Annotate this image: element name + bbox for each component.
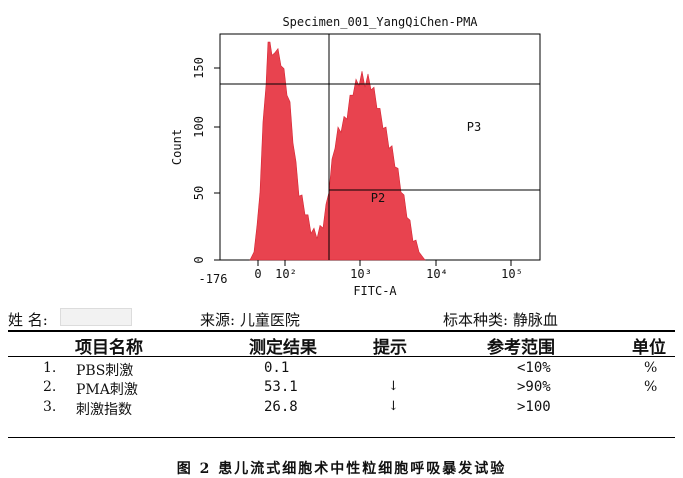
figure-caption: 图 2 患儿流式细胞术中性粒细胞呼吸暴发试验: [176, 461, 507, 477]
histogram-area: [249, 41, 426, 261]
x-axis-label: FITC-A: [353, 284, 397, 298]
row-item: PMA刺激: [76, 382, 138, 398]
x-tick-1e4: 10⁴: [426, 267, 448, 281]
row-item: PBS刺激: [76, 363, 134, 379]
header-result: 测定结果: [249, 338, 317, 358]
y-tick-150: 150: [192, 57, 206, 79]
header-unit: 单位: [632, 338, 666, 358]
x-axis: -176 0 10² 10³ 10⁴ 10⁵ FITC-A: [199, 260, 523, 298]
x-tick-1e2: 10²: [275, 267, 297, 281]
header-item-name: 项目名称: [75, 338, 143, 358]
y-tick-100: 100: [192, 116, 206, 138]
y-tick-0: 0: [192, 256, 206, 263]
header-hint: 提示: [373, 338, 407, 358]
header-reference-range: 参考范围: [487, 338, 555, 358]
x-tick-1e5: 10⁵: [501, 267, 523, 281]
source-label: 来源: 儿童医院: [200, 311, 300, 329]
row-unit: %: [644, 379, 658, 395]
row-reference: >100: [517, 399, 551, 415]
patient-name-label: 姓 名:: [8, 311, 48, 329]
row-unit: %: [644, 360, 658, 376]
row-number: 1.: [43, 360, 57, 376]
row-number: 2.: [43, 379, 57, 395]
specimen-type-label: 标本种类: 静脉血: [443, 311, 558, 329]
redacted-name-box: [60, 308, 132, 326]
table-bottom-rule: [8, 437, 675, 438]
row-reference: <10%: [517, 360, 551, 376]
chart-title: Specimen_001_YangQiChen-PMA: [282, 15, 478, 29]
x-tick-1e3: 10³: [350, 267, 372, 281]
row-result: 0.1: [264, 360, 290, 376]
row-item: 刺激指数: [76, 402, 132, 418]
x-tick-min: -176: [199, 272, 228, 286]
down-arrow-icon: ↓: [388, 399, 399, 414]
y-tick-50: 50: [192, 186, 206, 200]
row-result: 53.1: [264, 379, 298, 395]
row-reference: >90%: [517, 379, 551, 395]
table-top-rule: [8, 330, 675, 332]
row-number: 3.: [43, 399, 57, 415]
header-rule: [8, 356, 675, 357]
y-axis-label: Count: [170, 129, 184, 165]
row-result: 26.8: [264, 399, 298, 415]
flow-cytometry-histogram: Specimen_001_YangQiChen-PMA P3 P2 150 10…: [170, 15, 541, 298]
y-axis: 150 100 50 0 Count: [170, 57, 220, 264]
down-arrow-icon: ↓: [388, 379, 399, 394]
gate-label-p3: P3: [467, 120, 481, 134]
x-tick-0: 0: [254, 267, 261, 281]
gate-label-p2: P2: [371, 191, 385, 205]
